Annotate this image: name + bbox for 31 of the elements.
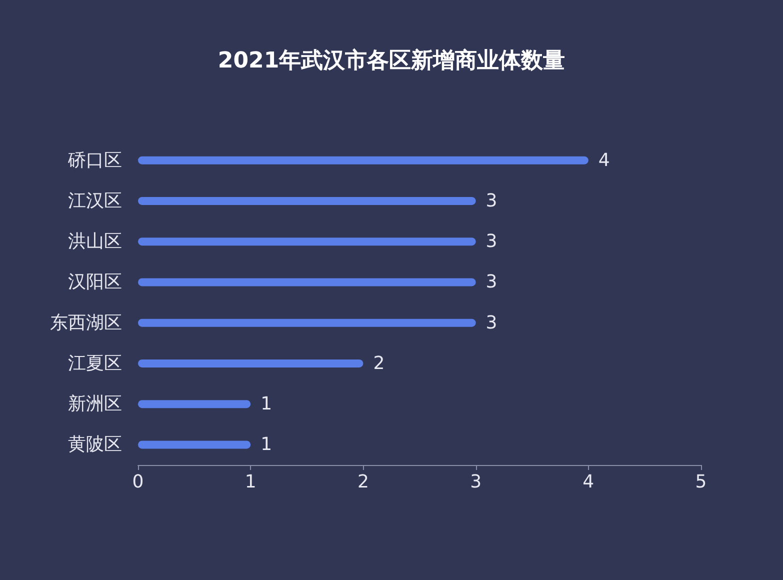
x-tick-label: 5 [695,472,707,492]
bar [138,278,476,286]
x-tick-label: 3 [470,472,482,492]
y-tick-label: 硚口区 [67,150,122,171]
data-label: 3 [486,190,498,212]
bar [138,400,251,408]
data-label: 2 [373,352,385,374]
y-tick-label: 黄陂区 [68,434,122,456]
bar [138,440,251,449]
x-tick-label: 1 [244,472,256,492]
data-label: 4 [598,150,610,171]
data-label: 1 [260,434,272,456]
bar [138,156,588,164]
data-label: 3 [486,272,498,293]
bar [138,238,476,246]
y-tick-label: 新洲区 [68,394,122,415]
x-tick-label: 2 [357,472,369,492]
bar [138,196,476,205]
chart-title: 2021年武汉市各区新增商业体数量 [218,48,566,74]
y-tick-label: 江夏区 [68,352,122,374]
x-tick-label: 0 [132,472,144,492]
bar [138,359,364,368]
x-tick-label: 4 [582,472,594,492]
y-tick-label: 东西湖区 [50,312,122,334]
y-tick-label: 洪山区 [68,231,122,252]
bar [138,318,476,327]
data-label: 3 [486,312,498,334]
data-label: 3 [486,231,498,252]
y-tick-label: 汉阳区 [68,272,122,293]
data-label: 1 [260,394,272,415]
y-tick-label: 江汉区 [68,190,122,212]
